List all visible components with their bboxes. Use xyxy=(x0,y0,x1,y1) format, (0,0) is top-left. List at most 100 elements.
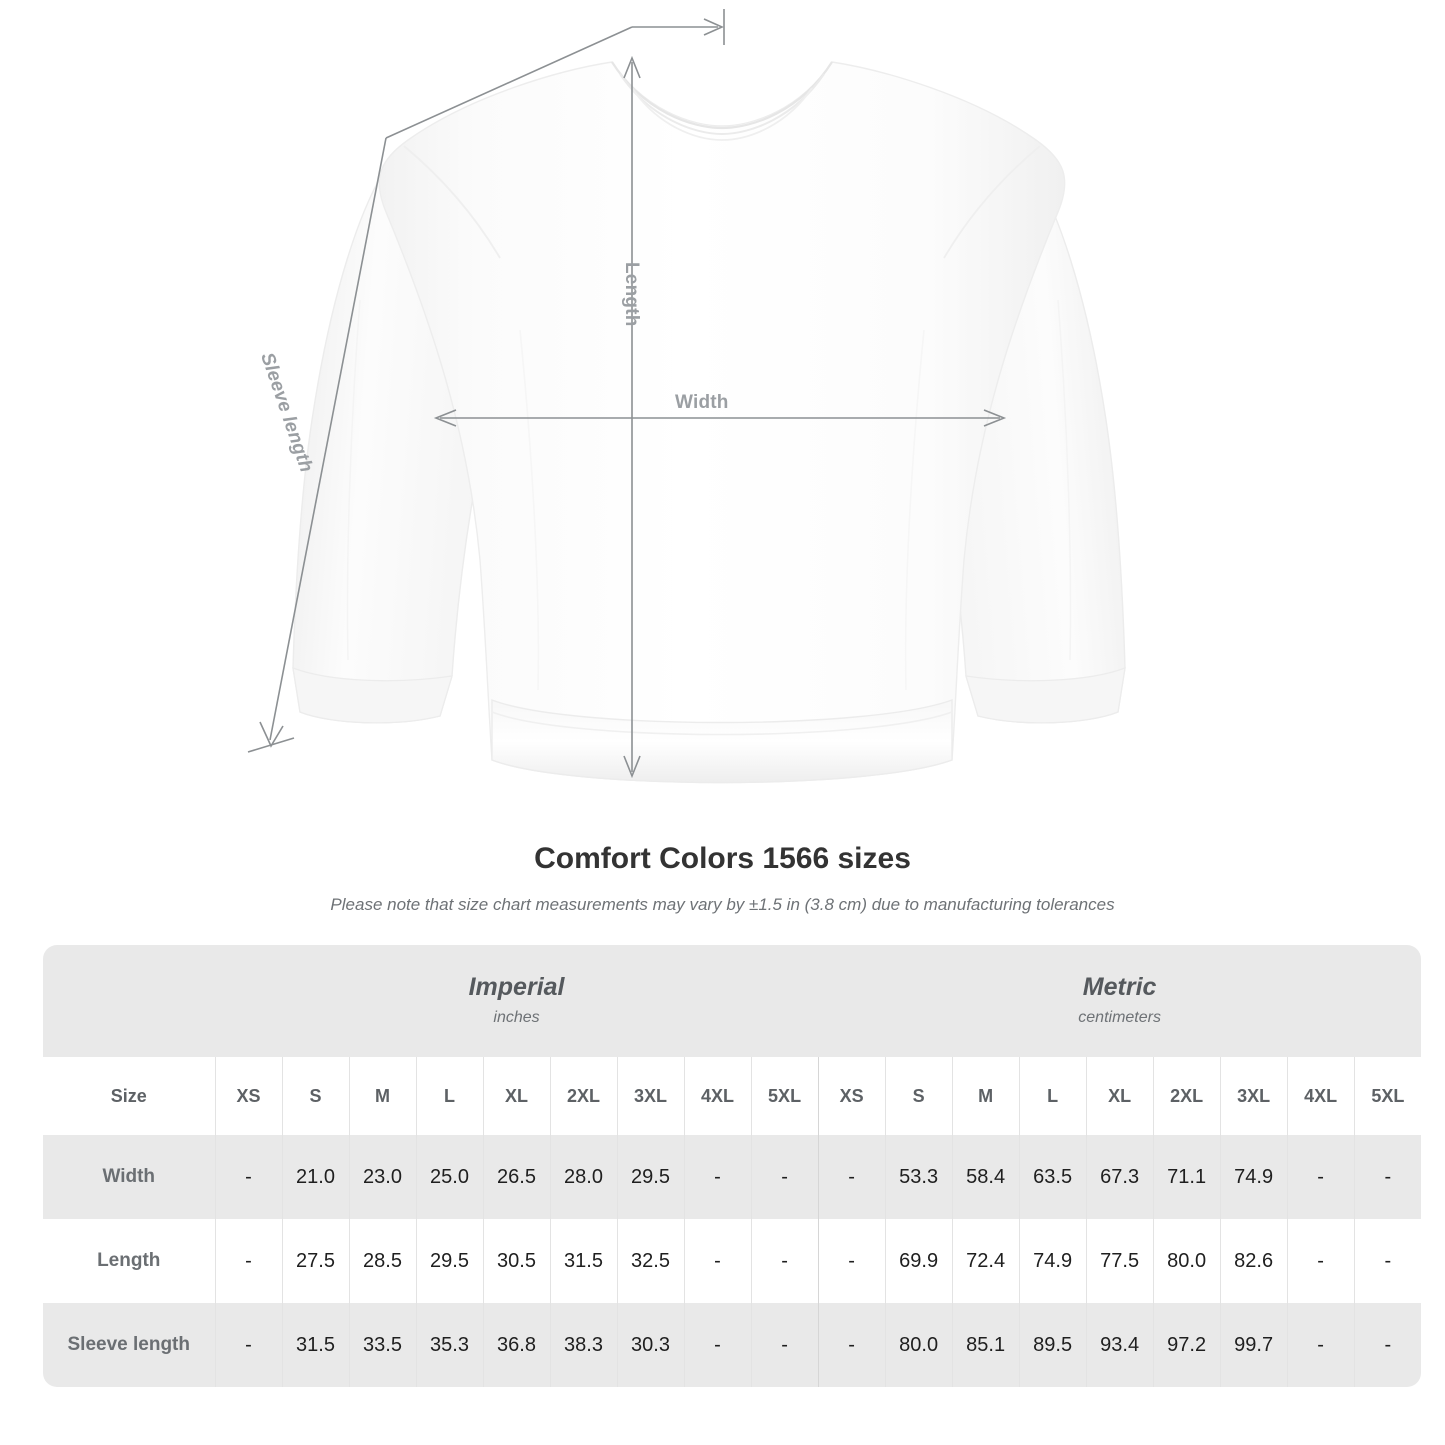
sweatshirt-body xyxy=(292,61,1126,784)
cell-length-imperial-4xl: - xyxy=(683,1219,751,1303)
cell-width-metric-xl: 67.3 xyxy=(1085,1135,1154,1219)
length-dimension-arrow xyxy=(623,55,641,779)
cell-width-metric-l: 63.5 xyxy=(1018,1135,1087,1219)
imperial-label: Imperial xyxy=(468,973,565,1001)
size-header-metric-l: L xyxy=(1018,1057,1087,1135)
size-header-metric-xl: XL xyxy=(1085,1057,1154,1135)
cell-width-metric-s: 53.3 xyxy=(884,1135,953,1219)
cell-sleeve-metric-xl: 93.4 xyxy=(1085,1303,1154,1387)
size-header-metric-4xl: 4XL xyxy=(1286,1057,1355,1135)
cell-length-imperial-xs: - xyxy=(214,1219,282,1303)
title-block: Comfort Colors 1566 sizes Please note th… xyxy=(0,840,1445,916)
cell-sleeve-imperial-xs: - xyxy=(214,1303,282,1387)
cell-sleeve-imperial-5xl: - xyxy=(750,1303,819,1387)
size-header-imperial-5xl: 5XL xyxy=(750,1057,819,1135)
table-row: Length - 27.5 28.5 29.5 30.5 31.5 32.5 -… xyxy=(43,1219,1422,1303)
size-header-metric-5xl: 5XL xyxy=(1353,1057,1422,1135)
cell-sleeve-metric-xs: - xyxy=(817,1303,886,1387)
size-header-imperial-s: S xyxy=(281,1057,349,1135)
metric-units: centimeters xyxy=(1078,1009,1161,1026)
cell-sleeve-metric-l: 89.5 xyxy=(1018,1303,1087,1387)
cell-length-metric-2xl: 80.0 xyxy=(1152,1219,1221,1303)
size-header-imperial-xs: XS xyxy=(214,1057,282,1135)
cell-length-imperial-s: 27.5 xyxy=(281,1219,349,1303)
size-chart-table: Imperial inches Metric centimeters Size … xyxy=(43,945,1422,1387)
cell-sleeve-imperial-l: 35.3 xyxy=(415,1303,483,1387)
cell-length-metric-s: 69.9 xyxy=(884,1219,953,1303)
cell-length-imperial-3xl: 32.5 xyxy=(616,1219,684,1303)
cell-length-metric-4xl: - xyxy=(1286,1219,1355,1303)
garment-illustration: Length Width Sleeve length xyxy=(247,9,1126,784)
size-header-imperial-4xl: 4XL xyxy=(683,1057,751,1135)
metric-group-header: Metric centimeters xyxy=(818,945,1422,1057)
cell-sleeve-imperial-4xl: - xyxy=(683,1303,751,1387)
cell-width-metric-4xl: - xyxy=(1286,1135,1355,1219)
cell-width-imperial-5xl: - xyxy=(750,1135,819,1219)
row-label-length: Length xyxy=(43,1219,215,1303)
length-label: Length xyxy=(621,262,642,327)
cell-sleeve-metric-3xl: 99.7 xyxy=(1219,1303,1288,1387)
cell-sleeve-metric-4xl: - xyxy=(1286,1303,1355,1387)
cell-sleeve-metric-2xl: 97.2 xyxy=(1152,1303,1221,1387)
cell-sleeve-imperial-s: 31.5 xyxy=(281,1303,349,1387)
cell-length-metric-l: 74.9 xyxy=(1018,1219,1087,1303)
cell-length-imperial-5xl: - xyxy=(750,1219,819,1303)
table-row: Width - 21.0 23.0 25.0 26.5 28.0 29.5 - … xyxy=(43,1135,1422,1219)
cell-width-metric-3xl: 74.9 xyxy=(1219,1135,1288,1219)
tolerance-note: Please note that size chart measurements… xyxy=(330,895,1115,914)
cell-sleeve-metric-5xl: - xyxy=(1353,1303,1422,1387)
cell-width-metric-xs: - xyxy=(817,1135,886,1219)
page-title: Comfort Colors 1566 sizes xyxy=(534,842,911,875)
size-header-imperial-m: M xyxy=(348,1057,416,1135)
cell-sleeve-metric-m: 85.1 xyxy=(951,1303,1020,1387)
cell-length-metric-xs: - xyxy=(817,1219,886,1303)
size-header-metric-2xl: 2XL xyxy=(1152,1057,1221,1135)
sleeve-length-dimension-arrow xyxy=(247,9,725,753)
cell-length-imperial-m: 28.5 xyxy=(348,1219,416,1303)
width-dimension-arrow xyxy=(433,409,1007,427)
cell-sleeve-imperial-2xl: 38.3 xyxy=(549,1303,617,1387)
cell-width-imperial-s: 21.0 xyxy=(281,1135,349,1219)
imperial-group-header: Imperial inches xyxy=(215,945,819,1057)
cell-width-imperial-xl: 26.5 xyxy=(482,1135,550,1219)
cell-length-metric-5xl: - xyxy=(1353,1219,1422,1303)
cell-length-metric-xl: 77.5 xyxy=(1085,1219,1154,1303)
cell-length-imperial-xl: 30.5 xyxy=(482,1219,550,1303)
measurement-guides xyxy=(247,9,1007,779)
cell-width-imperial-2xl: 28.0 xyxy=(549,1135,617,1219)
cell-width-imperial-l: 25.0 xyxy=(415,1135,483,1219)
cell-width-imperial-3xl: 29.5 xyxy=(616,1135,684,1219)
size-chart-table-wrapper: Imperial inches Metric centimeters Size … xyxy=(43,945,1422,1387)
imperial-units: inches xyxy=(493,1009,540,1026)
cell-length-imperial-l: 29.5 xyxy=(415,1219,483,1303)
cell-length-metric-m: 72.4 xyxy=(951,1219,1020,1303)
cell-sleeve-imperial-m: 33.5 xyxy=(348,1303,416,1387)
size-header-metric-s: S xyxy=(884,1057,953,1135)
unit-banner-row: Imperial inches Metric centimeters xyxy=(43,945,1422,1057)
cell-length-metric-3xl: 82.6 xyxy=(1219,1219,1288,1303)
banner-corner-left xyxy=(43,945,215,1057)
size-header-metric-m: M xyxy=(951,1057,1020,1135)
size-header-imperial-3xl: 3XL xyxy=(616,1057,684,1135)
metric-label: Metric xyxy=(1082,973,1157,1001)
cell-sleeve-imperial-3xl: 30.3 xyxy=(616,1303,684,1387)
table-row: Sleeve length - 31.5 33.5 35.3 36.8 38.3… xyxy=(43,1303,1422,1387)
size-column-header: Size xyxy=(43,1057,215,1135)
cell-sleeve-metric-s: 80.0 xyxy=(884,1303,953,1387)
size-header-imperial-l: L xyxy=(415,1057,483,1135)
cell-width-metric-m: 58.4 xyxy=(951,1135,1020,1219)
cell-width-imperial-4xl: - xyxy=(683,1135,751,1219)
sweatshirt-diagram xyxy=(247,9,1126,784)
size-header-row: Size XS S M L XL 2XL 3XL 4XL 5XL XS S M … xyxy=(43,1057,1422,1135)
cell-length-imperial-2xl: 31.5 xyxy=(549,1219,617,1303)
size-header-metric-xs: XS xyxy=(817,1057,886,1135)
cell-width-metric-5xl: - xyxy=(1353,1135,1422,1219)
row-label-width: Width xyxy=(43,1135,215,1219)
row-label-sleeve-length: Sleeve length xyxy=(43,1303,215,1387)
width-label: Width xyxy=(675,392,729,413)
cell-width-imperial-xs: - xyxy=(214,1135,282,1219)
cell-width-metric-2xl: 71.1 xyxy=(1152,1135,1221,1219)
size-header-imperial-xl: XL xyxy=(482,1057,550,1135)
cell-width-imperial-m: 23.0 xyxy=(348,1135,416,1219)
size-header-metric-3xl: 3XL xyxy=(1219,1057,1288,1135)
